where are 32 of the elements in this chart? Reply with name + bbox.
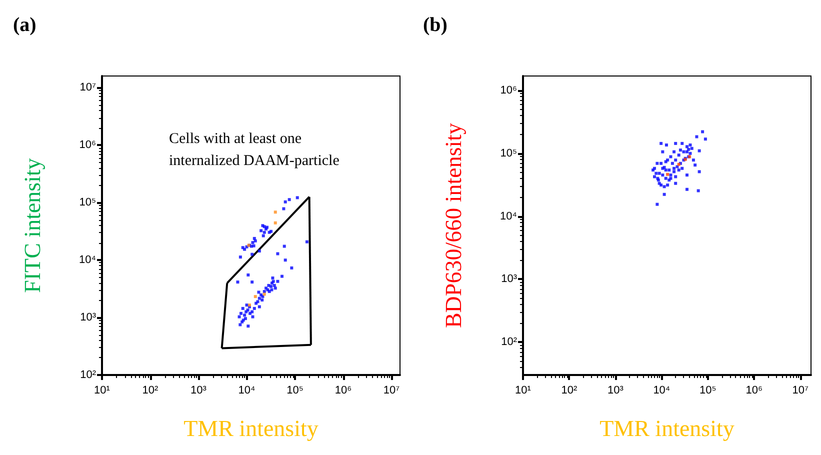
x-tick-label: 10¹ <box>94 384 110 396</box>
x-tick-label: 10² <box>561 384 578 396</box>
x-axis-title: TMR intensity <box>184 416 319 441</box>
chart-title: (a) <box>13 14 36 36</box>
x-tick-label: 10⁷ <box>792 384 808 396</box>
x-tick-label: 10² <box>142 384 159 396</box>
y-tick-label: 10² <box>501 336 518 348</box>
y-tick-label: 10⁵ <box>79 196 96 209</box>
y-tick-label: 10⁵ <box>500 147 517 160</box>
y-tick-label: 10³ <box>80 312 96 324</box>
chart-title: (b) <box>423 14 448 36</box>
x-tick-label: 10⁶ <box>746 384 763 396</box>
y-tick-label: 10⁶ <box>500 84 517 96</box>
y-tick-label: 10⁶ <box>79 139 96 152</box>
x-tick-label: 10⁴ <box>238 384 256 396</box>
y-tick-label: 10² <box>80 369 96 381</box>
y-tick-label: 10⁴ <box>500 210 518 222</box>
x-tick-label: 10⁴ <box>653 384 670 396</box>
y-tick-label: 10⁷ <box>80 82 96 94</box>
annotation: Cells with at least one internalized DAAM-particle <box>169 131 340 169</box>
y-tick-label: 10⁴ <box>79 254 96 266</box>
x-axis-title: TMR intensity <box>600 416 735 441</box>
x-tick-label: 10¹ <box>515 384 532 396</box>
x-tick-label: 10⁶ <box>334 384 352 396</box>
y-tick-label: 10³ <box>501 273 518 286</box>
x-tick-label: 10⁵ <box>286 384 304 396</box>
x-tick-label: 10⁵ <box>700 384 716 396</box>
x-tick-label: 10⁷ <box>383 384 400 396</box>
y-axis-title: BDP630/660 intensity <box>441 122 466 328</box>
y-axis-title: FITC intensity <box>20 158 45 293</box>
x-tick-label: 10³ <box>190 384 207 396</box>
x-tick-label: 10³ <box>607 384 624 396</box>
